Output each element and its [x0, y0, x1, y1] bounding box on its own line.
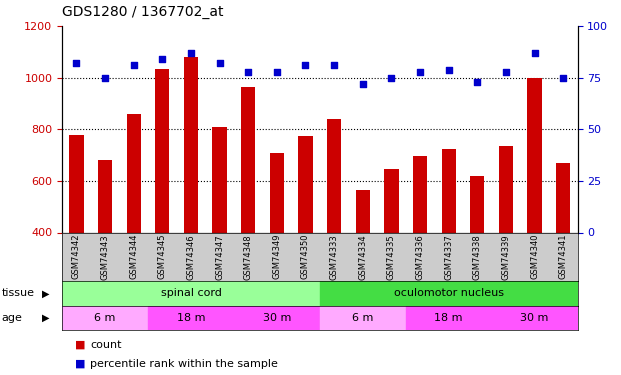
Bar	[241, 87, 255, 232]
Bar	[98, 160, 112, 232]
Text: ▶: ▶	[42, 313, 50, 323]
Point	[272, 69, 282, 75]
Bar	[320, 281, 578, 306]
Text: GSM74336: GSM74336	[415, 234, 425, 280]
Text: 30 m: 30 m	[520, 313, 549, 323]
Text: GDS1280 / 1367702_at: GDS1280 / 1367702_at	[62, 5, 224, 19]
Point	[473, 79, 483, 85]
Bar	[470, 176, 484, 232]
Bar	[212, 127, 227, 232]
Bar	[499, 146, 513, 232]
Text: GSM74335: GSM74335	[387, 234, 396, 280]
Text: GSM74345: GSM74345	[158, 234, 167, 279]
Bar	[62, 306, 148, 330]
Text: GSM74341: GSM74341	[559, 234, 568, 279]
Point	[329, 62, 339, 68]
Bar	[298, 136, 312, 232]
Bar	[270, 153, 284, 232]
Text: GSM74339: GSM74339	[501, 234, 510, 280]
Bar	[127, 114, 141, 232]
Bar	[184, 57, 198, 232]
Text: 30 m: 30 m	[263, 313, 291, 323]
Text: spinal cord: spinal cord	[160, 288, 222, 298]
Text: GSM74343: GSM74343	[101, 234, 109, 280]
Bar	[413, 156, 427, 232]
Bar	[442, 149, 456, 232]
Text: GSM74346: GSM74346	[186, 234, 196, 280]
Bar	[148, 306, 234, 330]
Point	[157, 56, 167, 62]
Bar	[556, 163, 570, 232]
Text: 6 m: 6 m	[94, 313, 116, 323]
Bar	[70, 135, 84, 232]
Text: GSM74338: GSM74338	[473, 234, 482, 280]
Text: 6 m: 6 m	[352, 313, 373, 323]
Point	[415, 69, 425, 75]
Text: ■: ■	[75, 340, 89, 350]
Point	[71, 60, 81, 66]
Text: percentile rank within the sample: percentile rank within the sample	[90, 359, 278, 369]
Text: ■: ■	[75, 359, 89, 369]
Bar	[327, 119, 342, 232]
Point	[530, 50, 540, 56]
Point	[100, 75, 110, 81]
Text: tissue: tissue	[1, 288, 34, 298]
Bar	[155, 69, 170, 232]
Bar	[320, 306, 406, 330]
Text: GSM74348: GSM74348	[243, 234, 253, 280]
Text: GSM74340: GSM74340	[530, 234, 539, 279]
Bar	[492, 306, 578, 330]
Point	[243, 69, 253, 75]
Text: GSM74347: GSM74347	[215, 234, 224, 280]
Bar	[356, 190, 370, 232]
Point	[358, 81, 368, 87]
Text: 18 m: 18 m	[435, 313, 463, 323]
Text: GSM74350: GSM74350	[301, 234, 310, 279]
Bar	[384, 170, 399, 232]
Text: GSM74342: GSM74342	[72, 234, 81, 279]
Text: ▶: ▶	[42, 288, 50, 298]
Point	[501, 69, 511, 75]
Text: GSM74333: GSM74333	[330, 234, 338, 280]
Point	[215, 60, 225, 66]
Text: 18 m: 18 m	[177, 313, 205, 323]
Point	[386, 75, 396, 81]
Text: GSM74337: GSM74337	[444, 234, 453, 280]
Bar	[406, 306, 492, 330]
Bar	[62, 281, 320, 306]
Text: GSM74334: GSM74334	[358, 234, 367, 280]
Point	[301, 62, 310, 68]
Text: count: count	[90, 340, 122, 350]
Point	[443, 67, 453, 73]
Text: oculomotor nucleus: oculomotor nucleus	[394, 288, 504, 298]
Text: age: age	[1, 313, 22, 323]
Text: GSM74349: GSM74349	[273, 234, 281, 279]
Bar	[234, 306, 320, 330]
Text: GSM74344: GSM74344	[129, 234, 138, 279]
Point	[558, 75, 568, 81]
Bar	[527, 78, 542, 232]
Point	[186, 50, 196, 56]
Point	[129, 62, 138, 68]
